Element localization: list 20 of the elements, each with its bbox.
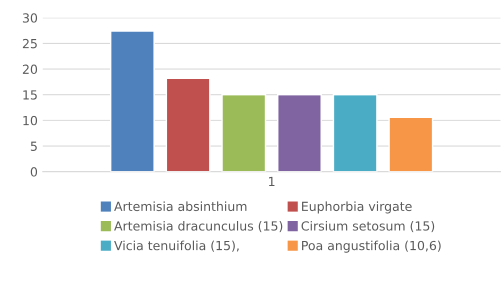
bar [332, 94, 378, 172]
x-tick-label: 1 [269, 176, 274, 186]
bar [221, 94, 266, 172]
legend-label: Vicia tenuifolia (15), [114, 240, 239, 252]
y-tick-label: 10 [23, 116, 38, 126]
legend-label: Artemisia dracunculus (15) [114, 221, 282, 232]
bar [277, 94, 322, 172]
legend-label: Artemisia absinthium [114, 201, 246, 212]
bar [110, 30, 155, 172]
legend-label: Euphorbia virgate [302, 201, 412, 214]
y-tick-label: 0 [30, 167, 38, 177]
y-tick-label: 15 [23, 90, 37, 100]
legend-label: Cirsium setosum (15) [302, 221, 434, 232]
y-tick-label: 5 [30, 142, 37, 151]
y-tick-label: 30 [22, 13, 38, 23]
y-tick-label: 20 [22, 64, 38, 74]
bar [388, 116, 434, 172]
y-tick-label: 25 [22, 38, 37, 48]
legend-label: Poa angustifolia (10,6) [302, 240, 441, 253]
bar [166, 78, 210, 172]
